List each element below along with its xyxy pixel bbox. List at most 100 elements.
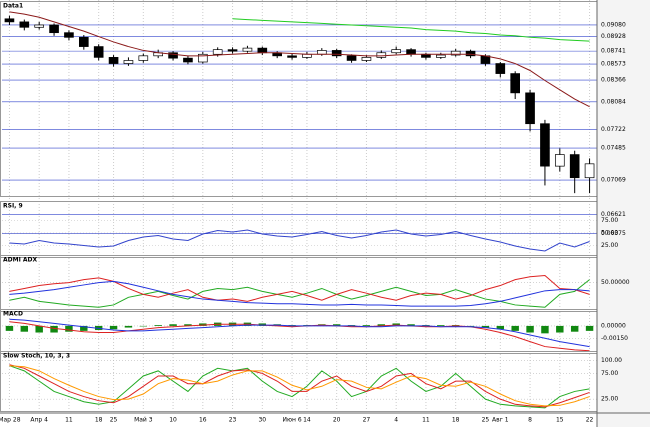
histogram-bar [124,325,133,328]
y-tick-label: 0.08366 [601,77,626,84]
candle-body [510,73,521,94]
line-series [9,275,590,302]
line-series [9,318,590,348]
pane-title: Slow Stoch, 10, 3, 3 [3,353,70,360]
histogram-bar [541,325,549,334]
candle-body [123,60,134,64]
pane-title: MACD [3,311,23,318]
histogram-bar [154,325,162,326]
candle-body [183,57,193,63]
line-series [9,364,590,408]
histogram-bar [496,325,505,330]
line-series [232,18,590,42]
candle-body [257,47,268,54]
line-series [9,280,590,307]
candle-body [4,18,15,23]
x-tick-label: 18 [452,417,460,424]
candle-body [78,36,89,47]
candle-body [317,50,327,55]
histogram-bar [570,325,579,332]
x-tick-label: 22 [586,417,594,424]
y-tick-label: 50.00000 [601,279,630,286]
candle-body [93,46,104,58]
y-tick-label: 0.08573 [601,61,626,68]
candle-body [569,154,580,179]
pane-title: Data1 [3,3,23,10]
candle-body [19,21,30,28]
x-tick-label: Апр 4 [30,417,48,424]
histogram-bar [585,325,594,331]
histogram-bar [139,325,148,327]
x-tick-label: 27 [363,417,371,424]
y-tick-label: 25.00 [601,396,618,403]
histogram-bar [377,324,386,326]
candle-body [287,55,297,58]
candle-body [198,53,208,63]
candle-body [108,57,119,64]
histogram-bar [80,325,88,331]
candle-body [495,63,506,74]
x-tick-label: 16 [199,417,207,424]
candle-body [554,154,565,167]
y-tick-label: 75.00 [601,217,618,224]
candle-body [525,92,535,125]
y-tick-label: 0.08084 [601,98,626,105]
x-tick-label: Авг 1 [492,417,509,424]
y-tick-label: 0.07722 [601,126,626,133]
histogram-bar [332,324,341,326]
y-tick-label: 0.06621 [601,211,626,218]
histogram-bar [169,324,177,326]
histogram-bar [407,324,415,326]
x-tick-label: 18 [95,417,103,424]
candle-body [584,163,595,179]
histogram-bar [109,325,118,330]
y-tick-label: 0.07069 [601,177,626,184]
x-tick-label: 15 [556,417,564,424]
x-tick-label: 20 [333,417,341,424]
x-tick-label: 8 [528,417,532,424]
x-tick-label: 10 [169,417,177,424]
candle-body [34,24,44,28]
candle-body [242,47,253,52]
x-tick-label: Июн 6 [282,417,301,424]
candle-body [450,50,461,56]
histogram-bar [362,325,371,326]
candle-body [346,55,357,61]
x-tick-label: 23 [229,417,237,424]
histogram-bar [437,325,445,326]
line-series [9,229,590,252]
y-tick-label: 0.07485 [601,145,626,152]
x-tick-label: 30 [258,417,266,424]
candle-body [540,123,550,167]
x-tick-label: 11 [65,417,73,424]
x-tick-label: 25 [482,417,490,424]
candle-body [227,49,238,52]
histogram-bar [5,325,14,331]
pane-title: ADMI ADX [3,257,38,264]
y-tick-label: 100.00 [601,357,622,364]
x-tick-label: Мар 28 [0,417,21,424]
line-series [9,279,590,308]
histogram-bar [556,325,564,333]
x-tick-label: 4 [394,417,398,424]
histogram-bar [50,325,58,333]
candle-body [331,50,342,57]
y-tick-label: 0.00000 [601,322,626,329]
candle-body [391,49,402,54]
y-tick-label: 25.00 [601,242,618,249]
y-tick-label: 50.00 [601,230,618,237]
line-series [9,365,590,407]
candle-body [49,24,59,34]
y-tick-label: 0.09080 [601,21,626,28]
x-tick-label: Май 3 [134,417,153,424]
histogram-bar [466,325,475,327]
y-tick-label: 75.00 [601,370,618,377]
candle-body [361,57,372,61]
y-tick-label: 0.08928 [601,33,626,40]
pane-title: RSI, 9 [3,203,23,210]
histogram-bar [184,324,192,326]
y-tick-label: 0.08741 [601,48,626,55]
histogram-bar [65,325,73,332]
